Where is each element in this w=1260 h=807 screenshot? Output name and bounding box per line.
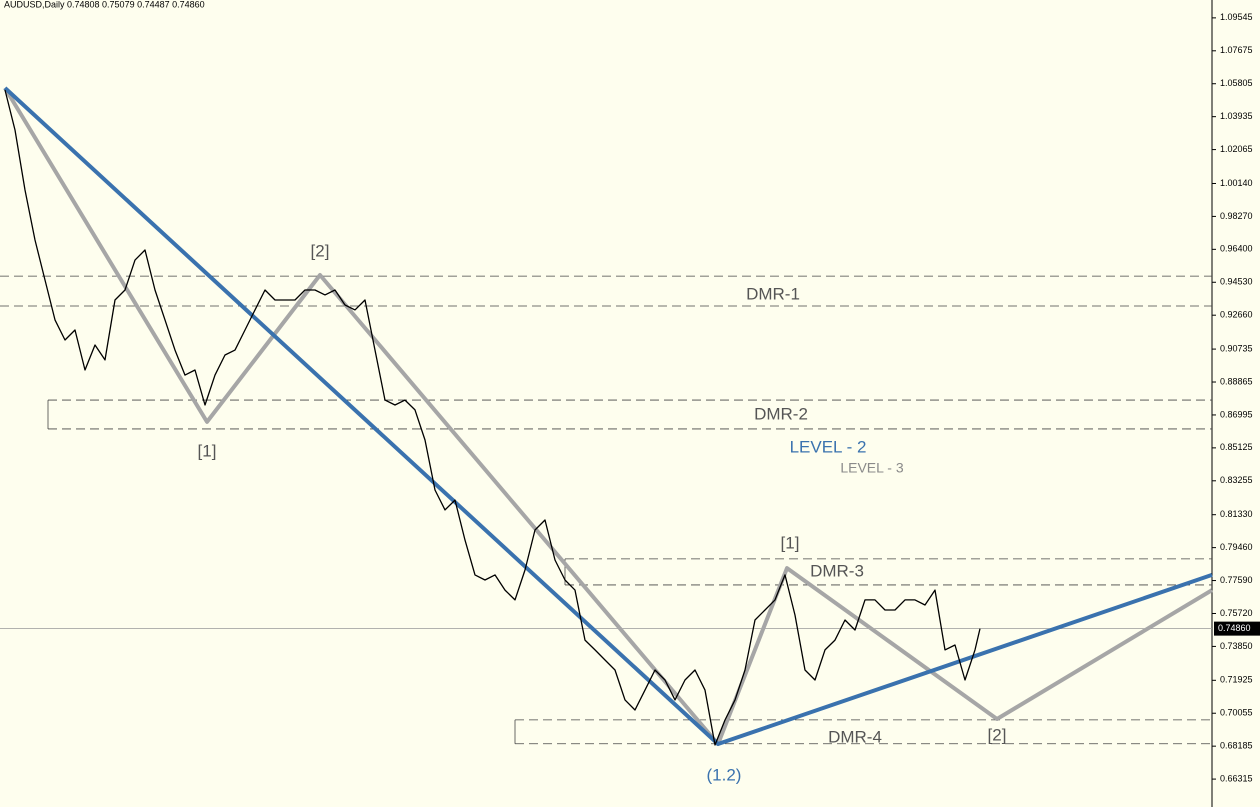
annotation: (1.2) <box>707 765 742 784</box>
y-tick-label: 1.07675 <box>1220 45 1253 55</box>
y-tick-label: 0.88865 <box>1220 376 1253 386</box>
y-tick-label: 0.66315 <box>1220 773 1253 783</box>
wave-line <box>3 86 1213 746</box>
annotation: LEVEL - 3 <box>840 460 904 476</box>
y-tick-label: 1.02065 <box>1220 144 1253 154</box>
annotation: DMR-3 <box>810 561 864 580</box>
annotation: [1] <box>781 533 800 552</box>
y-tick-label: 0.79460 <box>1220 542 1253 552</box>
y-tick-label: 0.81330 <box>1220 509 1253 519</box>
y-tick-label: 0.70055 <box>1220 708 1253 718</box>
y-tick-label: 1.05805 <box>1220 78 1253 88</box>
header: AUDUSD,Daily 0.74808 0.75079 0.74487 0.7… <box>4 0 205 9</box>
y-tick-label: 0.77590 <box>1220 575 1253 585</box>
y-tick-label: 1.00140 <box>1220 178 1253 188</box>
y-tick-label: 0.73850 <box>1220 641 1253 651</box>
y-tick-label: 0.68185 <box>1220 741 1253 751</box>
annotation: DMR-1 <box>746 284 800 303</box>
y-tick-label: 0.86995 <box>1220 409 1253 419</box>
last-price-tag <box>1214 621 1260 636</box>
y-tick-label: 1.03935 <box>1220 111 1253 121</box>
y-tick-label: 1.09545 <box>1220 12 1253 22</box>
annotation: LEVEL - 2 <box>790 437 867 456</box>
y-tick-label: 0.90735 <box>1220 343 1253 353</box>
annotation: DMR-4 <box>828 727 882 746</box>
y-tick-label: 0.98270 <box>1220 211 1253 221</box>
y-tick-label: 0.94530 <box>1220 277 1253 287</box>
y-tick-label: 0.85125 <box>1220 442 1253 452</box>
price-line <box>4 89 981 746</box>
y-tick-label: 0.92660 <box>1220 310 1253 320</box>
last-price-label: 0.74860 <box>1218 623 1251 633</box>
y-tick-label: 0.71925 <box>1220 675 1253 685</box>
y-tick-label: 0.75720 <box>1220 608 1253 618</box>
annotation: [1] <box>198 441 217 460</box>
annotation: DMR-2 <box>754 404 808 423</box>
y-tick-label: 0.96400 <box>1220 244 1253 254</box>
y-tick-label: 0.83255 <box>1220 475 1253 485</box>
annotation: [2] <box>988 725 1007 744</box>
annotation: [2] <box>311 241 330 260</box>
